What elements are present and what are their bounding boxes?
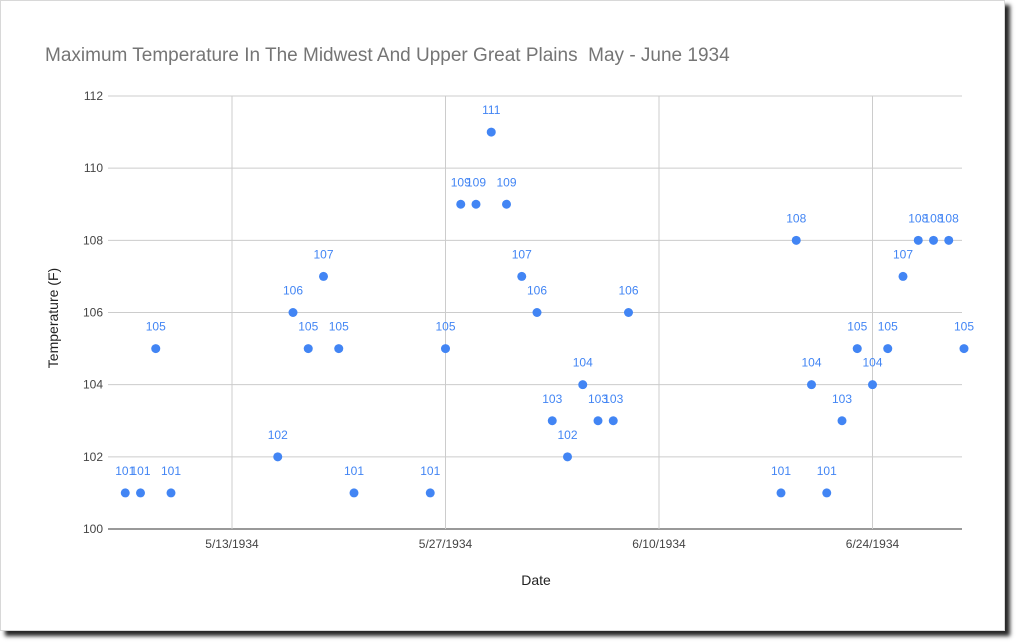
chart-title: Maximum Temperature In The Midwest And U… bbox=[45, 45, 730, 66]
data-point bbox=[578, 380, 588, 390]
data-label: 103 bbox=[542, 392, 562, 406]
data-label: 104 bbox=[573, 356, 593, 370]
x-axis-title: Date bbox=[521, 572, 551, 588]
data-label: 105 bbox=[954, 320, 974, 334]
data-label: 109 bbox=[466, 175, 486, 189]
data-point bbox=[868, 380, 877, 390]
data-label: 102 bbox=[268, 428, 288, 442]
data-label: 101 bbox=[344, 464, 364, 478]
data-point bbox=[776, 488, 786, 498]
data-label: 107 bbox=[512, 247, 532, 261]
data-point bbox=[471, 199, 481, 209]
data-label: 101 bbox=[771, 464, 791, 478]
y-tick-label: 106 bbox=[83, 306, 103, 320]
data-point bbox=[166, 488, 176, 498]
data-point bbox=[517, 271, 527, 281]
data-label: 102 bbox=[557, 428, 577, 442]
data-point bbox=[334, 344, 344, 354]
y-axis-title: Temperature (F) bbox=[45, 268, 61, 368]
data-label: 105 bbox=[847, 320, 867, 334]
data-label: 105 bbox=[329, 320, 349, 334]
x-tick-label: 6/24/1934 bbox=[846, 537, 900, 551]
data-point bbox=[608, 416, 618, 426]
data-point bbox=[425, 488, 435, 498]
chart-frame: Maximum Temperature In The Midwest And U… bbox=[0, 0, 1005, 631]
data-label: 101 bbox=[420, 464, 440, 478]
data-label: 109 bbox=[451, 175, 471, 189]
data-point bbox=[791, 235, 801, 245]
data-label: 109 bbox=[496, 175, 516, 189]
data-point bbox=[319, 271, 328, 281]
data-point bbox=[913, 235, 923, 245]
data-label: 105 bbox=[878, 320, 898, 334]
data-point bbox=[929, 235, 938, 245]
y-tick-label: 110 bbox=[84, 161, 103, 175]
data-point bbox=[120, 488, 130, 498]
data-label: 101 bbox=[161, 464, 181, 478]
data-label: 105 bbox=[298, 320, 318, 334]
data-point bbox=[349, 488, 359, 498]
y-tick-label: 108 bbox=[83, 233, 103, 247]
data-label: 107 bbox=[893, 247, 913, 261]
data-point bbox=[532, 308, 542, 317]
data-point bbox=[898, 271, 908, 281]
data-label: 103 bbox=[588, 392, 608, 406]
data-point bbox=[486, 127, 496, 137]
data-point bbox=[593, 416, 603, 426]
data-label: 107 bbox=[313, 247, 333, 261]
data-label: 108 bbox=[786, 211, 806, 225]
data-label: 101 bbox=[130, 464, 150, 478]
data-label: 105 bbox=[146, 320, 166, 334]
grid-lines bbox=[108, 95, 962, 530]
data-points bbox=[120, 127, 969, 498]
data-point bbox=[624, 308, 633, 317]
x-tick-label: 5/27/1934 bbox=[419, 537, 473, 551]
data-label: 104 bbox=[862, 356, 882, 370]
data-label: 111 bbox=[482, 103, 501, 117]
x-tick-label: 6/10/1934 bbox=[632, 537, 686, 551]
data-point bbox=[502, 199, 511, 209]
data-label: 108 bbox=[939, 211, 959, 225]
y-tick-label: 104 bbox=[83, 378, 103, 392]
data-label: 106 bbox=[618, 284, 638, 298]
data-point bbox=[288, 308, 298, 317]
data-point bbox=[441, 344, 450, 354]
data-label: 108 bbox=[923, 211, 943, 225]
data-point bbox=[822, 488, 832, 498]
data-point bbox=[547, 416, 557, 426]
x-tick-label: 5/13/1934 bbox=[205, 537, 259, 551]
data-label: 106 bbox=[283, 284, 303, 298]
data-label: 103 bbox=[832, 392, 852, 406]
y-tick-label: 100 bbox=[83, 522, 103, 536]
data-label: 101 bbox=[817, 464, 837, 478]
data-point bbox=[456, 199, 466, 209]
data-label: 101 bbox=[115, 464, 135, 478]
data-label: 105 bbox=[435, 320, 455, 334]
data-label: 106 bbox=[527, 284, 547, 298]
data-label: 108 bbox=[908, 211, 928, 225]
data-point bbox=[959, 344, 969, 354]
data-point bbox=[852, 344, 862, 354]
data-label: 103 bbox=[603, 392, 623, 406]
data-point bbox=[944, 235, 954, 245]
data-point bbox=[837, 416, 847, 426]
y-tick-label: 102 bbox=[83, 450, 103, 464]
data-point bbox=[273, 452, 283, 462]
data-point bbox=[807, 380, 816, 390]
x-tick-labels: 5/13/1934 5/27/1934 6/10/1934 6/24/1934 bbox=[205, 537, 899, 551]
data-label: 104 bbox=[801, 356, 821, 370]
data-point bbox=[151, 344, 161, 354]
y-tick-labels: 100 102 104 106 108 110 112 bbox=[83, 89, 103, 536]
y-tick-label: 112 bbox=[84, 89, 103, 103]
data-point bbox=[303, 344, 313, 354]
data-point bbox=[883, 344, 893, 354]
data-point bbox=[136, 488, 145, 498]
data-point bbox=[563, 452, 572, 462]
